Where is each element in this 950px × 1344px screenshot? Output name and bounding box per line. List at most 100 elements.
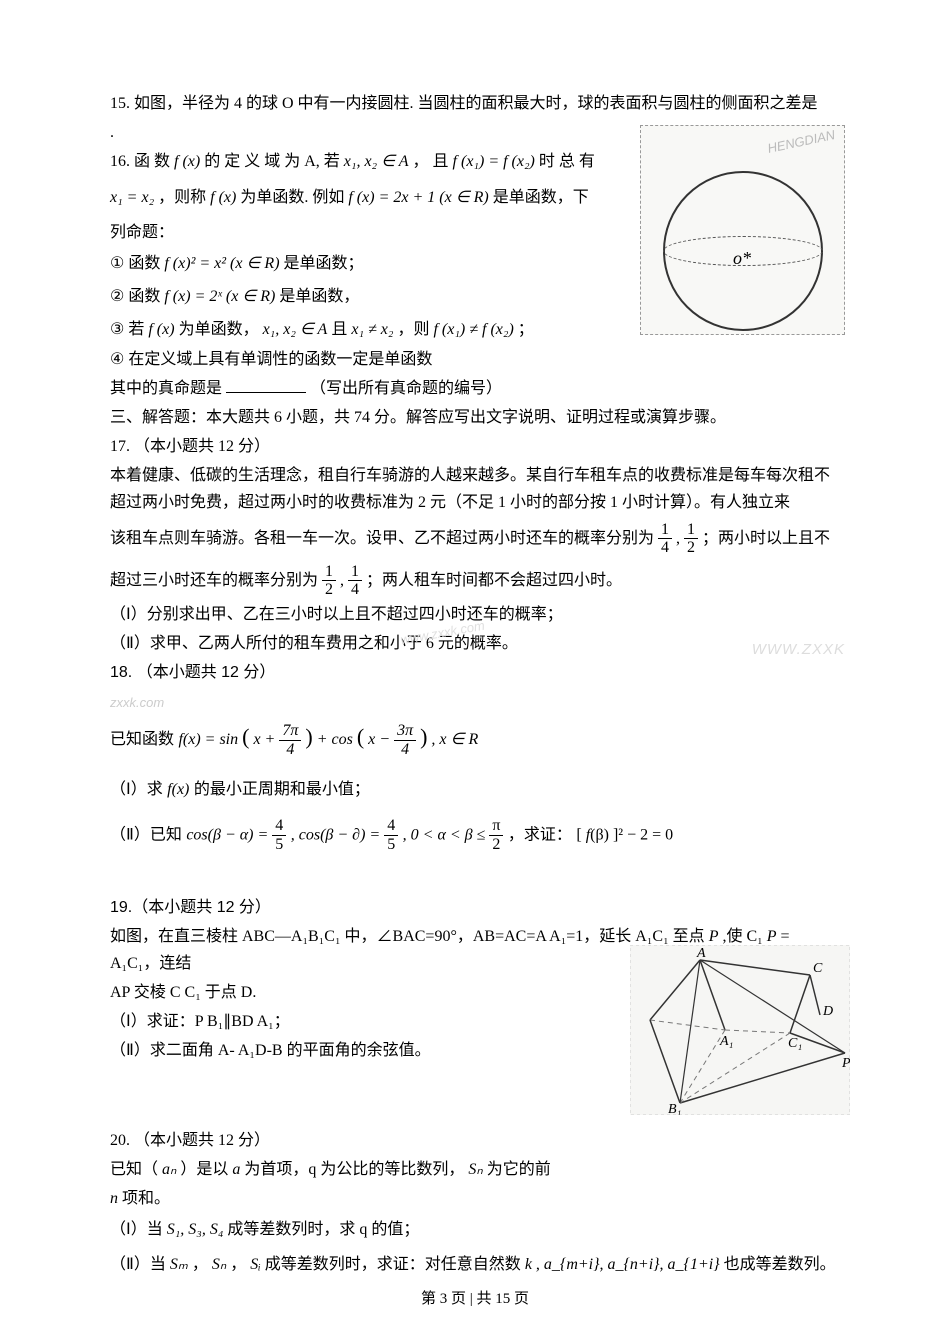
q20-ii-c: ， <box>230 1256 246 1273</box>
q16-intro-b: 的 定 义 域 为 A, 若 <box>204 153 344 170</box>
frac-1-4b: 14 <box>348 563 362 599</box>
q19-title: 19.（本小题共 12 分） <box>110 894 840 921</box>
q19-p1a: 如图，在直三棱柱 ABC—A₁B₁C₁ 中，∠BAC=90°，AB=AC=A A… <box>110 928 709 945</box>
q18-title: 18. （本小题共 12 分） <box>110 659 840 686</box>
q20-i-a: （Ⅰ）当 <box>110 1221 167 1238</box>
q16-exp: f (x) = 2ˣ (x ∈ R) <box>164 288 275 305</box>
q19-P1: P <box>709 928 719 945</box>
q16-x1eqx2: x₁ = x₂ <box>110 189 154 206</box>
q16-tail-b: （写出所有真命题的编号） <box>310 380 502 397</box>
page-footer: 第 3 页 | 共 15 页 <box>0 1287 950 1313</box>
q16-l2b: 为单函数. 例如 <box>240 189 348 206</box>
zxxk-wm1: zxxk.com <box>110 695 164 710</box>
q17-p3: 超过三小时还车的概率分别为 12 , 14 ；两人租车时间都不会超过四小时。 <box>110 563 840 599</box>
prism-svg: A C D A₁ C₁ P B₁ <box>630 945 850 1115</box>
q16-item3d: ，则 <box>397 321 433 338</box>
sphere-center-label: o* <box>733 243 751 274</box>
circ-1: ① <box>110 255 124 272</box>
q16-item2b: 是单函数， <box>279 288 359 305</box>
q19-P2: P <box>767 928 777 945</box>
q16-item1a: 函数 <box>128 255 164 272</box>
q16-item1b: 是单函数； <box>284 255 364 272</box>
q18-ii: （Ⅱ）已知 cos(β − α) = 45 , cos(β − ∂) = 45 … <box>110 817 840 853</box>
q16-l2a: ，则称 <box>158 189 210 206</box>
frac-num: 7π <box>279 722 301 741</box>
frac-den: 4 <box>394 741 416 759</box>
zxxk-wm-right: WWW.ZXXK <box>752 637 845 663</box>
q15-text: 15. 如图，半径为 4 的球 O 中有一内接圆柱. 当圆柱的面积最大时，球的表… <box>110 90 840 117</box>
q18-ii-a: （Ⅱ）已知 <box>110 827 186 844</box>
frac-num: 1 <box>322 563 336 582</box>
q20-Si: Sᵢ <box>250 1256 261 1273</box>
q17-p2: 该租车点则车骑游。各租一车一次。设甲、乙不超过两小时还车的概率分别为 14 , … <box>110 521 840 557</box>
frac-den: 4 <box>279 741 301 759</box>
q16-tail: 其中的真命题是 （写出所有真命题的编号） <box>110 375 840 402</box>
frac-den: 4 <box>348 581 362 599</box>
frac-1-4: 14 <box>658 521 672 557</box>
q18-ii-b: ，求证： <box>508 827 572 844</box>
svg-text:D: D <box>822 1004 833 1019</box>
frac-num: 4 <box>384 817 398 836</box>
frac-den: 2 <box>684 539 698 557</box>
q18-given: 已知函数 f(x) = sin ( x + 7π4 ) + cos ( x − … <box>110 718 840 758</box>
q15-body: 15. 如图，半径为 4 的球 O 中有一内接圆柱. 当圆柱的面积最大时，球的表… <box>110 95 818 112</box>
frac-num: 3π <box>394 722 416 741</box>
q16-linear: f (x) = 2x + 1 (x ∈ R) <box>348 189 488 206</box>
frac-num: π <box>489 817 503 836</box>
frac-den: 4 <box>658 539 672 557</box>
q19-p1b: ,使 C₁ <box>722 928 762 945</box>
svg-text:A₁: A₁ <box>719 1034 733 1049</box>
frac-den: 2 <box>489 836 503 854</box>
frac-num: 1 <box>684 521 698 540</box>
q20-p1d: 为它的前 <box>487 1161 551 1178</box>
q16-l2c: 是单函数，下 <box>493 189 589 206</box>
q17-p2a: 该租车点则车骑游。各租一车一次。设甲、乙不超过两小时还车的概率分别为 <box>110 529 654 546</box>
q16-item3c: 且 <box>331 321 351 338</box>
fill-blank[interactable] <box>226 377 306 393</box>
q20-ii-d: 成等差数列时，求证：对任意自然数 <box>265 1256 525 1273</box>
svg-text:A: A <box>696 946 706 961</box>
frac-1-2b: 12 <box>322 563 336 599</box>
q16-fx3: f (x) <box>148 321 174 338</box>
q20-p1b: ）是以 <box>180 1161 232 1178</box>
frac-num: 1 <box>348 563 362 582</box>
q16-x1nex2: x₁ ≠ x₂ <box>351 321 393 338</box>
q20-k: k <box>525 1256 532 1273</box>
q20-title: 20. （本小题共 12 分） <box>110 1127 840 1154</box>
q16-line2: x₁ = x₂ ，则称 f (x) 为单函数. 例如 f (x) = 2x + … <box>110 184 640 211</box>
frac-den: 5 <box>384 836 398 854</box>
q18-math: f(x) = sin ( x + 7π4 ) + cos ( x − 3π4 )… <box>178 731 478 748</box>
q20-p1c: 为首项，q 为公比的等比数列， <box>244 1161 464 1178</box>
circ-4: ④ <box>110 351 124 368</box>
q20-n: n <box>110 1190 118 1207</box>
hengdian-watermark: HENGDIAN <box>766 124 838 160</box>
q16-sq: f (x)² = x² (x ∈ R) <box>164 255 279 272</box>
circ-2: ② <box>110 288 124 305</box>
q20-ii-e: 也成等差数列。 <box>724 1256 836 1273</box>
svg-text:B₁: B₁ <box>668 1102 681 1115</box>
q16-line1: 16. 函 数 f (x) 的 定 义 域 为 A, 若 x₁, x₂ ∈ A … <box>110 148 620 175</box>
q20-i-b: 成等差数列时，求 q 的值； <box>227 1221 419 1238</box>
q18-i: （Ⅰ）求 f(x) 的最小正周期和最小值； <box>110 776 840 803</box>
q20-ii-b: ， <box>192 1256 208 1273</box>
q16-item2a: 函数 <box>128 288 164 305</box>
q16-x1x2inA: x₁, x₂ ∈ A <box>344 153 409 170</box>
svg-text:P: P <box>841 1056 850 1071</box>
q20-p2: n 项和。 <box>110 1185 840 1212</box>
q17-p3b: ；两人租车时间都不会超过四小时。 <box>366 572 622 589</box>
q20-i: （Ⅰ）当 S₁, S₃, S₄ 成等差数列时，求 q 的值； <box>110 1216 840 1243</box>
q20-Sn2: Sₙ <box>212 1256 226 1273</box>
q16-fx2: f (x) <box>210 189 236 206</box>
q20-seq: , a_{m+i}, a_{n+i}, a_{1+i} <box>536 1256 720 1273</box>
q17-p3a: 超过三小时还车的概率分别为 <box>110 572 318 589</box>
q20-S134: S₁, S₃, S₄ <box>167 1221 224 1238</box>
q16-fx1nefx2: f (x₁) ≠ f (x₂) <box>433 321 513 338</box>
svg-text:C₁: C₁ <box>788 1036 802 1051</box>
q16-intro-c: ， 且 <box>413 153 453 170</box>
q16-intro-d: 时 总 有 <box>539 153 595 170</box>
svg-text:C: C <box>813 961 823 976</box>
q16-item3e: ； <box>518 321 534 338</box>
q17-p1: 本着健康、低碳的生活理念，租自行车骑游的人越来越多。某自行车租车点的收费标准是每… <box>110 462 840 516</box>
q16-x1x2inA2: x₁, x₂ ∈ A <box>263 321 328 338</box>
q16-item3a: 若 <box>128 321 148 338</box>
